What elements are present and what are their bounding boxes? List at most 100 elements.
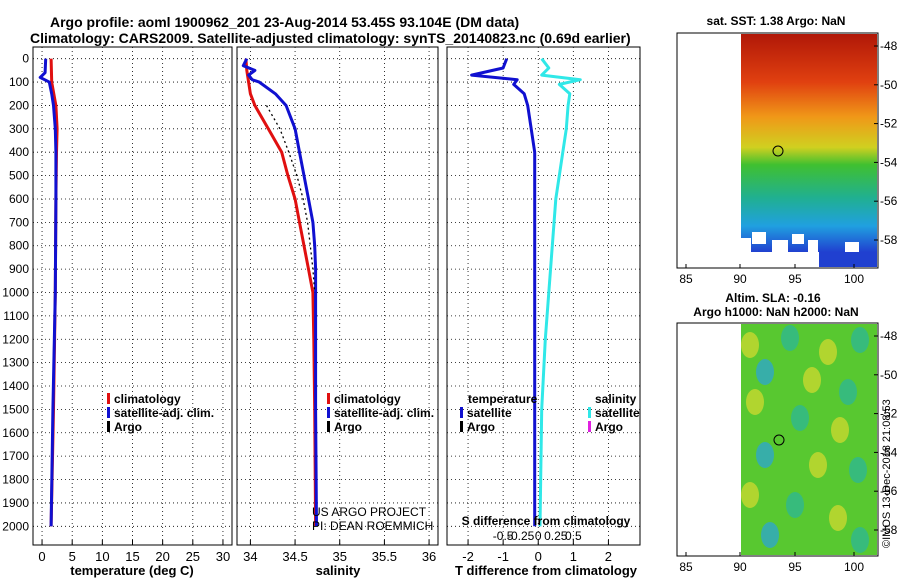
lat-tick-label: -54	[880, 155, 898, 169]
series-line-salinity-satellite	[538, 57, 582, 527]
y-tick-label: 1100	[3, 309, 29, 323]
y-tick-label: 200	[9, 98, 29, 112]
difference-s-label: S difference from climatology	[462, 514, 631, 528]
sla-anomaly-blob	[839, 379, 857, 405]
sla-field	[741, 324, 877, 555]
legend-label-argo: Argo	[334, 420, 362, 434]
sla-anomaly-blob	[741, 482, 759, 508]
lon-tick-label: 95	[788, 272, 802, 286]
lat-tick-label: -50	[880, 78, 898, 92]
y-tick-label: 1900	[2, 496, 29, 510]
sla-anomaly-blob	[756, 359, 774, 385]
lon-tick-label: 100	[844, 272, 864, 286]
sla-map-panel: Altim. SLA: -0.16 Argo h1000: NaN h2000:…	[676, 291, 898, 574]
x-tick-label: 0	[38, 549, 45, 564]
y-tick-label: 700	[9, 215, 29, 229]
series-line-satellite-adj-clim-	[38, 58, 58, 527]
x-tick-label: 35.5	[372, 549, 397, 564]
s-diff-tick-label: 0.5	[565, 529, 582, 543]
y-tick-label: 800	[9, 239, 29, 253]
watermark: ©IMOS 13-Dec-2018 21:08:53	[881, 399, 893, 548]
sla-anomaly-blob	[756, 442, 774, 468]
legend-swatch-temp-argo	[460, 421, 463, 432]
s-diff-tick-label: 0.25	[544, 529, 568, 543]
legend-label-argo: Argo	[114, 420, 142, 434]
legend-title-salinity: salinity	[595, 392, 637, 406]
y-tick-label: 1500	[2, 402, 29, 416]
legend-swatch-temp-satellite	[460, 407, 463, 418]
legend-label-sal-satellite: satellite	[595, 406, 640, 420]
float-location-marker	[773, 434, 785, 446]
lon-tick-label: 90	[733, 560, 747, 574]
legend-swatch-sal-argo	[588, 421, 591, 432]
legend-swatch-climatology	[107, 393, 110, 404]
difference-plot-frame	[446, 46, 641, 546]
difference-panel: -2 -1 0 1 2 -0.5-0.25 0 0.250.5 T difference f…	[446, 46, 641, 578]
s-diff-tick-label: -0.5	[493, 529, 514, 543]
sla-anomaly-blob	[819, 339, 837, 365]
sla-anomaly-blob	[851, 527, 869, 553]
lon-tick-label: 85	[679, 272, 693, 286]
y-tick-label: 1200	[2, 332, 29, 346]
sla-anomaly-blob	[746, 389, 764, 415]
sla-anomaly-blob	[809, 452, 827, 478]
credit-project: US ARGO PROJECT	[312, 505, 427, 519]
temperature-x-label: temperature (deg C)	[70, 563, 194, 578]
salinity-panel: 34 34.5 35 35.5 36 salinity climatology sate…	[236, 46, 439, 578]
x-tick-label: 34.5	[282, 549, 307, 564]
legend-swatch-argo	[107, 421, 110, 432]
legend-label-satellite: satellite-adj. clim.	[114, 406, 214, 420]
sla-map-title-1: Altim. SLA: -0.16	[725, 291, 821, 305]
x-tick-label: 10	[95, 549, 109, 564]
legend-swatch-satellite	[107, 407, 110, 418]
x-tick-label: 5	[69, 549, 76, 564]
sla-anomaly-blob	[829, 505, 847, 531]
lat-tick-label: -58	[880, 523, 898, 537]
sla-anomaly-blob	[851, 327, 869, 353]
legend-label-sal-argo: Argo	[595, 420, 623, 434]
sla-anomaly-blob	[761, 522, 779, 548]
temperature-panel: 0100200300400500600700800900100011001200…	[2, 46, 233, 578]
temperature-legend: climatology satellite-adj. clim. Argo	[107, 392, 214, 434]
series-line-argo	[265, 105, 316, 293]
credit-pi: PI: DEAN ROEMMICH	[312, 519, 433, 533]
title-line-1: Argo profile: aoml 1900962_201 23-Aug-20…	[50, 14, 519, 30]
legend-swatch-sal-satellite	[588, 407, 591, 418]
title-line-2: Climatology: CARS2009. Satellite-adjuste…	[30, 30, 631, 46]
salinity-x-label: salinity	[316, 563, 362, 578]
lat-tick-label: -56	[880, 484, 898, 498]
sla-map-title-2: Argo h1000: NaN h2000: NaN	[693, 305, 858, 319]
y-tick-label: 1600	[2, 426, 29, 440]
sst-map-panel: sat. SST: 1.38 Argo: NaN 85 90 95 100 -48 -50…	[676, 14, 898, 286]
sla-anomaly-blob	[791, 405, 809, 431]
legend-swatch-climatology	[327, 393, 330, 404]
y-tick-label: 400	[9, 145, 29, 159]
legend-label-climatology: climatology	[334, 392, 401, 406]
x-tick-label: 2	[605, 549, 612, 564]
s-diff-tick-label: -0.25	[507, 529, 535, 543]
y-tick-label: 1300	[2, 356, 29, 370]
sst-field	[741, 34, 877, 252]
x-tick-label: -2	[462, 549, 474, 564]
lat-tick-label: -52	[880, 117, 898, 131]
legend-label-climatology: climatology	[114, 392, 181, 406]
legend-swatch-argo	[327, 421, 330, 432]
difference-x-label: T difference from climatology	[455, 563, 638, 578]
x-tick-label: 1	[570, 549, 577, 564]
y-tick-label: 100	[9, 75, 29, 89]
series-line-satellite-adj-clim-	[241, 58, 318, 527]
lat-tick-label: -58	[880, 233, 898, 247]
difference-legend-salinity: salinity satellite Argo	[588, 392, 640, 434]
lat-tick-label: -54	[880, 445, 898, 459]
sla-anomaly-blob	[786, 492, 804, 518]
legend-label-satellite: satellite-adj. clim.	[334, 406, 434, 420]
y-tick-label: 1700	[2, 449, 29, 463]
sst-missing-data	[741, 232, 859, 252]
salinity-legend: climatology satellite-adj. clim. Argo	[327, 392, 434, 434]
s-diff-tick-label: 0	[535, 529, 542, 543]
x-tick-label: -1	[497, 549, 509, 564]
legend-title-temperature: temperature	[468, 392, 538, 406]
sla-anomaly-blob	[803, 367, 821, 393]
lon-tick-label: 90	[733, 272, 747, 286]
